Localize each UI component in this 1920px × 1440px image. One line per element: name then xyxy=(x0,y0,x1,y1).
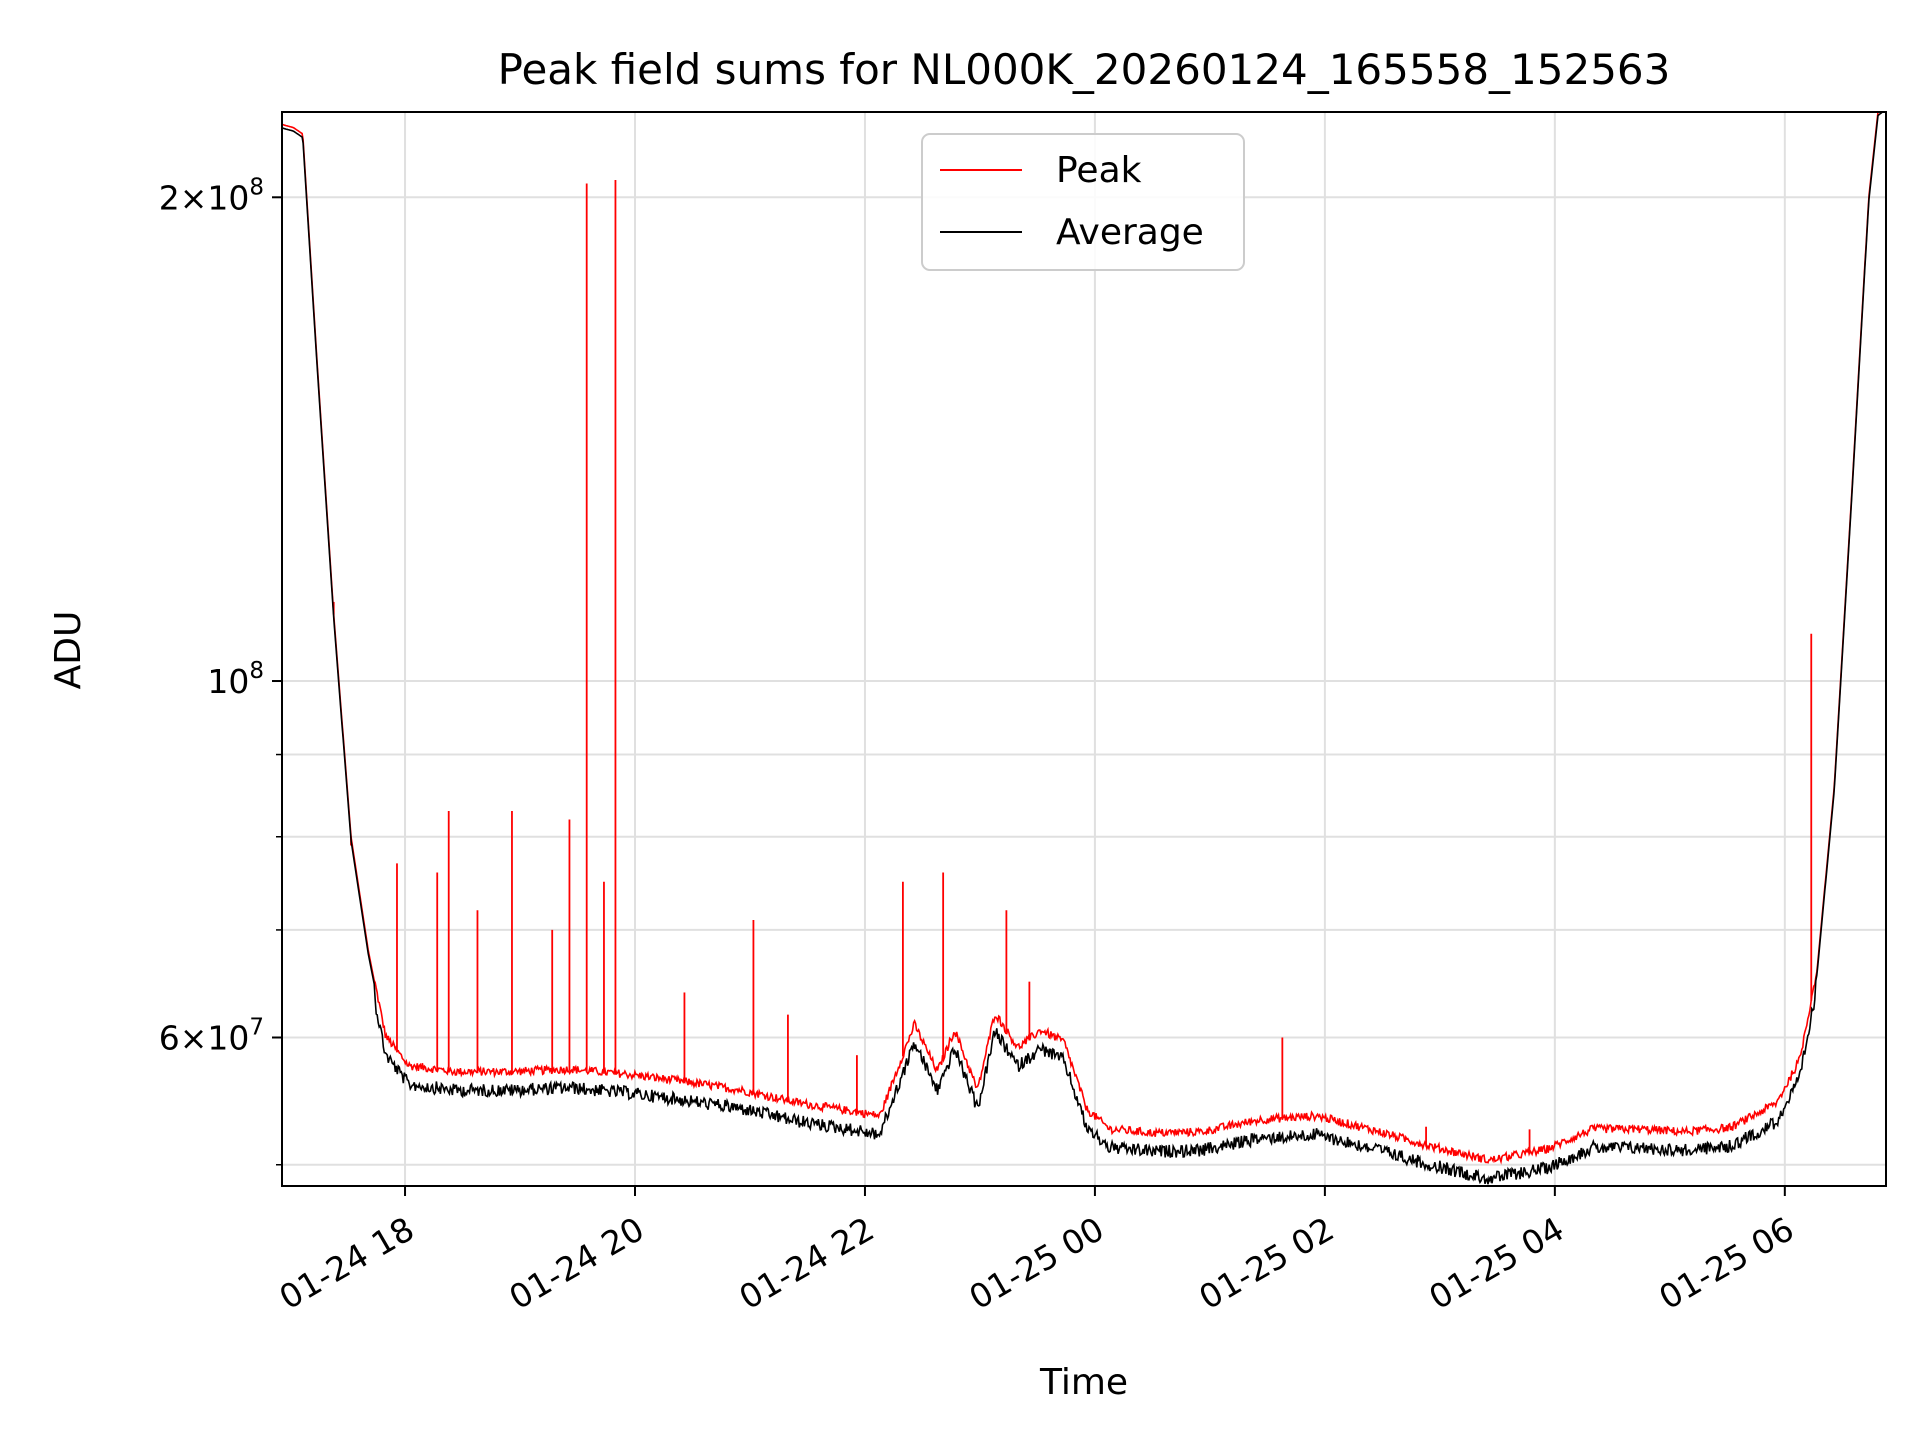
average-line xyxy=(281,111,1886,1185)
y-tick-exponent: 8 xyxy=(249,174,264,200)
grid xyxy=(282,112,1886,1186)
y-tick-mantissa: 2×10 xyxy=(159,178,250,217)
axis-ticks xyxy=(272,196,1786,1196)
y-tick-mantissa: 10 xyxy=(207,662,249,701)
legend-label-peak: Peak xyxy=(1056,150,1142,191)
series-average xyxy=(281,111,1886,1185)
y-tick-label: 108 xyxy=(207,658,264,701)
y-tick-exponent: 8 xyxy=(249,658,264,684)
legend-label-average: Average xyxy=(1056,212,1204,253)
chart-title: Peak field sums for NL000K_20260124_1655… xyxy=(498,45,1671,94)
y-tick-label: 6×107 xyxy=(159,1015,264,1058)
plot-frame xyxy=(281,111,1887,1187)
y-tick-mantissa: 6×10 xyxy=(159,1019,250,1058)
series-peak xyxy=(281,111,1886,1165)
y-tick-label: 2×108 xyxy=(159,174,264,217)
legend-box xyxy=(921,133,1245,271)
y-axis-label: ADU xyxy=(48,611,89,690)
peak-line xyxy=(281,111,1886,1165)
legend: Peak Average xyxy=(921,133,1245,271)
y-tick-exponent: 7 xyxy=(249,1015,264,1041)
x-axis-label: Time xyxy=(1039,1362,1128,1403)
